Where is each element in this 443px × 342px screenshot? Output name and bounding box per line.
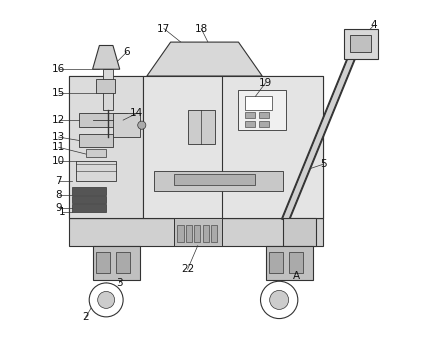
Text: 5: 5 xyxy=(320,159,326,169)
Text: A: A xyxy=(292,271,300,281)
Text: 1: 1 xyxy=(59,207,66,217)
Text: 22: 22 xyxy=(181,264,194,274)
Bar xyxy=(238,90,286,130)
Text: 4: 4 xyxy=(371,20,377,30)
Circle shape xyxy=(260,281,298,318)
Bar xyxy=(76,161,117,181)
Circle shape xyxy=(270,290,289,310)
Bar xyxy=(69,76,323,219)
Text: 8: 8 xyxy=(55,190,62,200)
Bar xyxy=(72,204,106,212)
Text: 9: 9 xyxy=(55,203,62,213)
Bar xyxy=(245,112,256,118)
Bar xyxy=(245,121,256,127)
Bar xyxy=(72,187,106,195)
Bar xyxy=(113,113,140,137)
Text: 6: 6 xyxy=(123,47,130,57)
Bar xyxy=(203,225,209,242)
Bar xyxy=(144,76,323,219)
Bar xyxy=(177,225,183,242)
Bar xyxy=(350,35,371,52)
Bar xyxy=(344,28,377,59)
Polygon shape xyxy=(147,42,262,76)
Bar xyxy=(211,225,218,242)
Bar xyxy=(187,110,215,144)
Bar xyxy=(72,196,106,203)
Bar xyxy=(174,174,256,185)
Text: 2: 2 xyxy=(82,312,89,322)
Text: 14: 14 xyxy=(130,108,144,118)
Bar xyxy=(289,252,303,273)
Bar xyxy=(259,121,269,127)
Text: 11: 11 xyxy=(52,142,65,152)
Text: 7: 7 xyxy=(55,176,62,186)
Circle shape xyxy=(138,121,146,129)
Bar xyxy=(117,252,130,273)
Bar xyxy=(154,171,283,192)
Text: 15: 15 xyxy=(52,88,65,98)
Text: 16: 16 xyxy=(52,64,65,74)
Bar xyxy=(96,252,109,273)
Bar xyxy=(174,219,222,246)
Bar xyxy=(93,246,140,279)
Polygon shape xyxy=(283,52,357,219)
Bar xyxy=(194,225,201,242)
Text: 17: 17 xyxy=(157,24,171,34)
Text: 3: 3 xyxy=(117,278,123,288)
Circle shape xyxy=(89,283,123,317)
Bar xyxy=(283,219,316,246)
Text: 13: 13 xyxy=(52,132,65,142)
Bar xyxy=(266,246,313,279)
Bar xyxy=(86,149,106,157)
Polygon shape xyxy=(93,45,120,69)
Bar xyxy=(269,252,283,273)
Bar xyxy=(96,79,115,93)
Text: 12: 12 xyxy=(52,115,65,125)
Bar xyxy=(103,69,113,110)
Bar xyxy=(79,134,113,147)
Text: 10: 10 xyxy=(52,156,65,166)
Bar xyxy=(69,76,144,219)
Text: 18: 18 xyxy=(194,24,208,34)
Text: 19: 19 xyxy=(259,78,272,88)
Circle shape xyxy=(98,291,115,308)
Bar xyxy=(79,113,127,127)
Bar xyxy=(245,96,272,110)
Bar xyxy=(69,219,323,246)
Bar xyxy=(259,112,269,118)
Bar xyxy=(186,225,192,242)
